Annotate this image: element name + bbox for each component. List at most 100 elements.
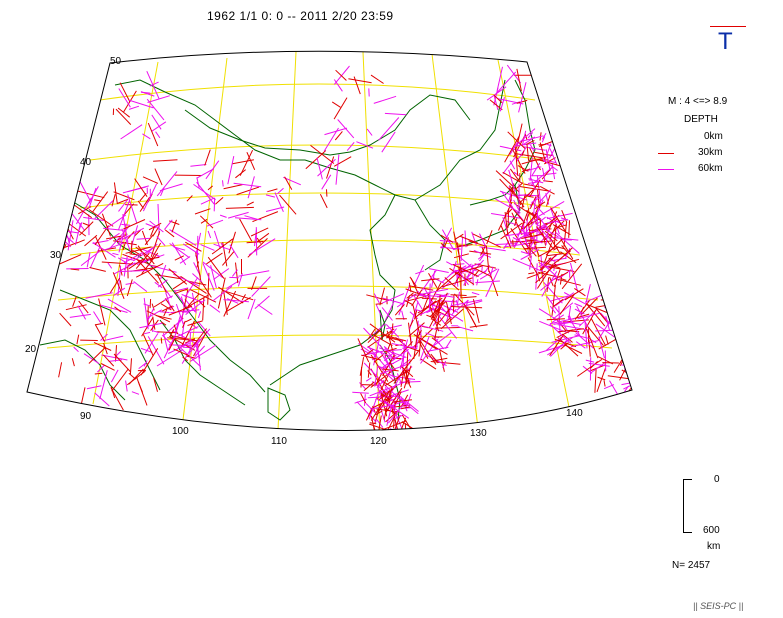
quake-stroke [473, 249, 492, 258]
quake-stroke [485, 268, 500, 298]
quake-stroke [105, 214, 127, 230]
quake-stroke [76, 239, 85, 244]
quake-stroke [500, 222, 523, 240]
quake-stroke [521, 233, 542, 239]
quake-stroke [133, 281, 148, 292]
quake-stroke [373, 323, 386, 335]
quake-stroke [36, 257, 44, 268]
quake-stroke [123, 255, 128, 277]
lon-label-120: 120 [370, 436, 387, 447]
quake-stroke [112, 252, 119, 256]
quake-stroke [419, 308, 433, 316]
quake-stroke [114, 306, 122, 313]
quake-stroke [503, 242, 533, 248]
quake-stroke [207, 230, 212, 239]
quake-stroke [219, 214, 227, 218]
quake-stroke [523, 212, 538, 230]
quake-stroke [528, 146, 541, 171]
quake-stroke [226, 298, 239, 304]
quake-stroke [479, 233, 487, 248]
quake-stroke [391, 375, 416, 380]
quake-stroke [106, 235, 122, 240]
quake-stroke [33, 172, 59, 188]
quake-stroke [540, 277, 557, 291]
quake-stroke [471, 292, 480, 296]
quake-stroke [501, 191, 514, 208]
quake-stroke [135, 246, 153, 260]
quake-stroke [519, 186, 549, 192]
quake-stroke [582, 309, 597, 335]
quake-stroke [504, 135, 520, 163]
quake-stroke [187, 320, 203, 326]
quake-stroke [406, 379, 412, 388]
quake-stroke [557, 328, 584, 333]
quake-stroke [279, 194, 297, 215]
quake-stroke [80, 250, 102, 266]
quake-stroke [123, 251, 144, 264]
quake-stroke [100, 333, 108, 341]
quake-stroke [182, 320, 186, 328]
quake-stroke [99, 370, 108, 400]
quake-stroke [511, 212, 523, 236]
quake-stroke [88, 346, 107, 364]
quake-stroke [568, 220, 570, 238]
badge-line [710, 26, 746, 27]
quake-stroke [472, 298, 480, 324]
quake-stroke [383, 415, 396, 431]
quake-stroke [389, 435, 403, 440]
quake-stroke [434, 292, 448, 322]
quake-stroke [35, 233, 47, 236]
quake-stroke [173, 324, 179, 335]
quake-stroke [508, 169, 516, 192]
depth-title: DEPTH [684, 114, 718, 125]
quake-stroke [574, 287, 586, 297]
quake-stroke [150, 226, 156, 237]
quake-stroke [227, 155, 235, 185]
quake-stroke [71, 358, 75, 367]
quake-stroke [537, 189, 540, 209]
quake-stroke [65, 304, 87, 311]
quake-stroke [139, 322, 163, 329]
quake-stroke [187, 293, 200, 307]
quake-stroke [457, 242, 462, 271]
quake-stroke [157, 203, 160, 235]
quake-stroke [479, 246, 506, 252]
quake-stroke [238, 270, 270, 277]
quake-stroke [538, 261, 550, 270]
quake-stroke [251, 276, 257, 290]
quake-stroke [471, 233, 502, 248]
quake-stroke [383, 351, 395, 362]
quake-stroke [400, 358, 411, 367]
quake-stroke [142, 133, 151, 140]
quake-stroke [121, 223, 131, 226]
quake-stroke [408, 322, 412, 346]
quake-stroke [134, 178, 148, 197]
quake-stroke [255, 232, 270, 244]
quake-stroke [277, 187, 284, 195]
quake-stroke [561, 263, 583, 290]
quake-stroke [434, 293, 455, 298]
quake-stroke [469, 315, 476, 326]
quake-stroke [189, 344, 217, 362]
quake-stroke [164, 219, 173, 230]
quake-stroke [52, 228, 78, 234]
quake-stroke [499, 145, 522, 152]
quake-stroke [546, 218, 568, 224]
quake-stroke [183, 294, 209, 310]
quake-stroke [200, 218, 208, 224]
quake-stroke [267, 188, 278, 193]
quake-stroke [529, 255, 532, 270]
quake-stroke [401, 414, 418, 431]
quake-stroke [384, 347, 397, 353]
quake-stroke [353, 76, 361, 95]
quake-stroke [140, 348, 159, 376]
quake-stroke [554, 338, 577, 348]
quake-stroke [444, 277, 460, 291]
quake-stroke [163, 336, 175, 359]
quake-stroke [232, 269, 238, 277]
quake-stroke [283, 176, 301, 186]
quake-stroke [409, 319, 414, 327]
quake-stroke [446, 261, 452, 266]
quake-stroke [360, 366, 363, 388]
quake-stroke [172, 279, 187, 290]
